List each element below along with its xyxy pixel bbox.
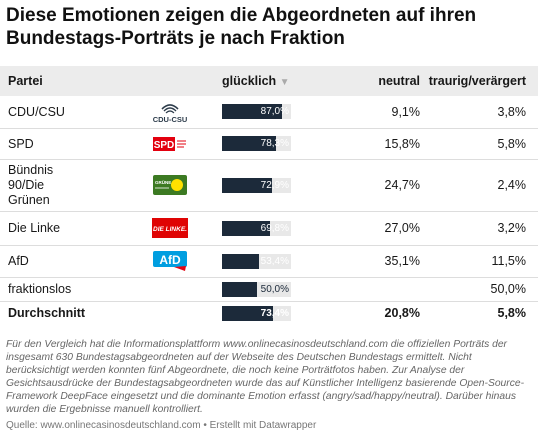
table-row: Die Linke DIE LINKE. 69,8% 27,0% 3,2% xyxy=(0,211,538,246)
neutral-value: 9,1% xyxy=(322,96,424,129)
column-header-neutral[interactable]: neutral xyxy=(322,66,424,96)
party-name: SPD xyxy=(0,128,118,160)
happy-value: 50,0% xyxy=(260,283,289,295)
afd-logo-text: AfD xyxy=(159,253,181,267)
column-header-happy[interactable]: glücklich ▼ xyxy=(222,66,322,96)
linke-logo: DIE LINKE. xyxy=(118,211,222,246)
spd-logo-icon: SPD xyxy=(153,136,187,151)
average-happy-value: 73,4% xyxy=(260,307,289,319)
happy-value: 87,0% xyxy=(260,106,289,118)
cdu-csu-logo-icon: CDU-CSU xyxy=(150,99,190,125)
cdu-csu-logo-text: CDU-CSU xyxy=(153,115,188,124)
afd-logo-icon: AfD xyxy=(152,250,188,272)
happy-bar: 78,3% xyxy=(222,136,291,151)
sad-value: 50,0% xyxy=(424,277,538,302)
emotion-table: Partei glücklich ▼ neutral traurig/verär… xyxy=(0,66,538,325)
happy-bar: 87,0% xyxy=(222,104,291,120)
happy-bar-fill xyxy=(222,220,271,236)
happy-bar-fill xyxy=(222,136,277,151)
table-row: SPD SPD 78,3% 15,8% xyxy=(0,128,538,160)
happy-value: 72,9% xyxy=(260,179,289,191)
sort-desc-icon: ▼ xyxy=(279,77,290,88)
happy-bar: 72,9% xyxy=(222,177,291,193)
linke-logo-icon: DIE LINKE. xyxy=(152,218,188,238)
average-happy-bar: 73,4% xyxy=(222,305,291,321)
happy-value: 78,3% xyxy=(260,138,289,149)
table-row: CDU/CSU CDU-CSU 87,0% 9,1% 3,8 xyxy=(0,96,538,129)
column-header-party[interactable]: Partei xyxy=(0,66,118,96)
source-text: Quelle: www.onlinecasinosdeutschland.com… xyxy=(6,420,317,431)
neutral-value: 27,0% xyxy=(322,211,424,246)
average-label: Durchschnitt xyxy=(8,306,86,321)
gruene-logo-text: GRÜNE xyxy=(155,179,171,185)
happy-bar: 69,8% xyxy=(222,220,291,236)
happy-value: 69,8% xyxy=(260,222,289,234)
footnote-text: Für den Vergleich hat die Informationspl… xyxy=(6,339,525,415)
spd-logo-text: SPD xyxy=(154,140,175,151)
linke-logo-text: DIE LINKE. xyxy=(153,226,187,233)
table-row: AfD AfD 53,4% 35,1% 11,5% xyxy=(0,245,538,278)
neutral-value: 15,8% xyxy=(322,128,424,160)
neutral-value: 24,7% xyxy=(322,159,424,212)
party-name: Bündnis 90/Die Grünen xyxy=(0,159,118,212)
neutral-value xyxy=(322,277,424,302)
average-happy-bar-fill xyxy=(222,305,273,321)
sad-value: 5,8% xyxy=(424,128,538,160)
party-name-text: Bündnis 90/Die Grünen xyxy=(8,162,54,207)
table-header-row: Partei glücklich ▼ neutral traurig/verär… xyxy=(0,66,538,96)
spd-logo: SPD xyxy=(118,128,222,160)
sad-value: 11,5% xyxy=(424,245,538,278)
happy-bar-fill xyxy=(222,281,257,297)
happy-bar: 50,0% xyxy=(222,281,291,297)
average-neutral-value: 20,8% xyxy=(384,306,420,321)
column-header-happy-label: glücklich xyxy=(222,74,277,88)
party-name: Die Linke xyxy=(0,211,118,246)
party-name: CDU/CSU xyxy=(0,96,118,129)
happy-bar: 53,4% xyxy=(222,253,291,269)
table-row: fraktionslos 50,0% 50,0% xyxy=(0,277,538,302)
neutral-value: 35,1% xyxy=(322,245,424,278)
gruene-logo-icon: GRÜNE xyxy=(153,175,187,195)
party-name: fraktionslos xyxy=(0,277,118,302)
party-name: AfD xyxy=(0,245,118,278)
happy-bar-fill xyxy=(222,177,273,193)
column-header-logo xyxy=(118,66,222,96)
happy-value: 53,4% xyxy=(260,255,289,267)
gruene-logo: GRÜNE xyxy=(118,159,222,212)
chart-title: Diese Emotionen zeigen die Abgeordneten … xyxy=(6,5,477,49)
happy-bar-fill xyxy=(222,253,259,269)
happy-bar-fill xyxy=(222,104,283,120)
sad-value: 3,2% xyxy=(424,211,538,246)
table-row: Bündnis 90/Die Grünen GRÜNE 72,9% 24,7% … xyxy=(0,159,538,212)
cdu-csu-logo: CDU-CSU xyxy=(118,96,222,129)
afd-logo: AfD xyxy=(118,245,222,278)
average-row: Durchschnitt 73,4% 20,8% 5,8% xyxy=(0,301,538,325)
sad-value: 2,4% xyxy=(424,159,538,212)
sad-value: 3,8% xyxy=(424,96,538,129)
average-sad-value: 5,8% xyxy=(497,306,527,321)
column-header-sad[interactable]: traurig/verärgert xyxy=(424,66,538,96)
